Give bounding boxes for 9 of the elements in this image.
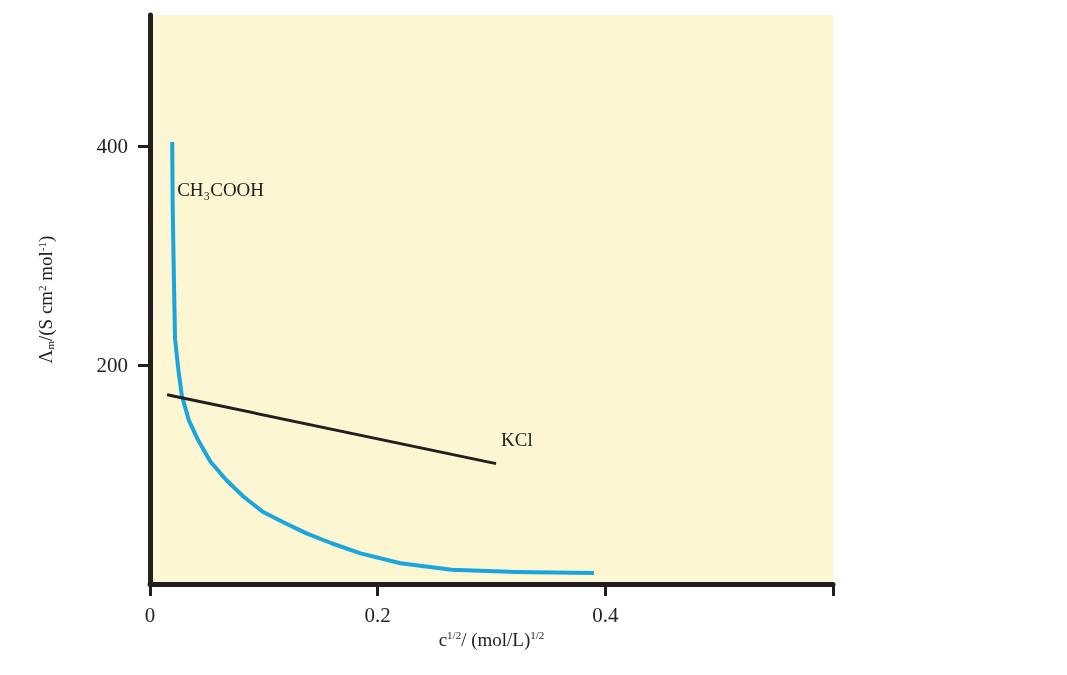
x-tick-label: 0.2: [364, 602, 391, 627]
series-label: KCl: [501, 429, 533, 451]
x-tick-label: 0: [144, 602, 156, 627]
y-tick-label: 200: [96, 353, 128, 378]
series-label: CH₃COOH: [177, 179, 265, 201]
y-axis-title: Λm/(S cm2 mol-1): [35, 235, 57, 364]
x-tick-label: 0.4: [592, 602, 619, 627]
y-tick-label: 400: [96, 134, 128, 159]
line-series: [170, 139, 596, 576]
